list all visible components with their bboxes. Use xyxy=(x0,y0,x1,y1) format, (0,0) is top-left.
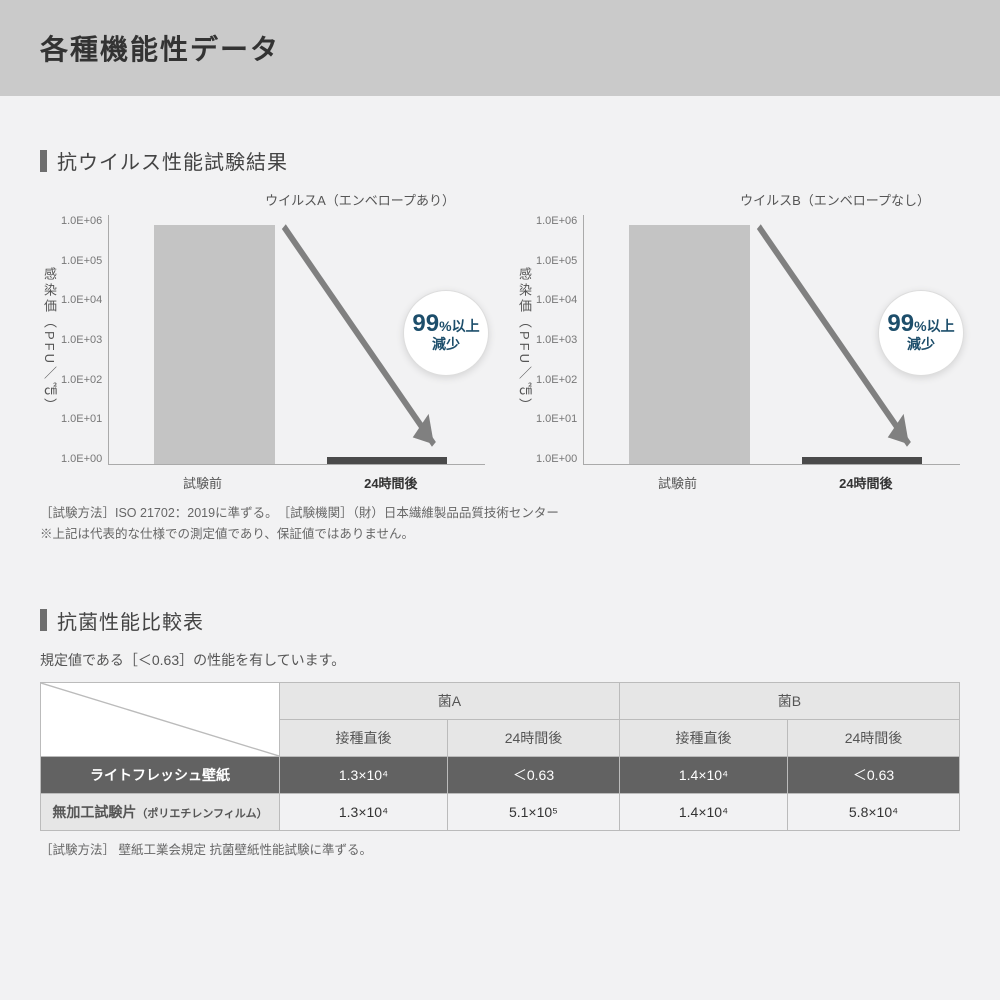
table-cell: 5.1×10⁵ xyxy=(448,793,620,830)
table-body: ライトフレッシュ壁紙1.3×10⁴＜0.631.4×10⁴＜0.63無加工試験片… xyxy=(41,756,960,830)
table-corner xyxy=(41,682,280,756)
badge-line1: 99%以上 xyxy=(887,312,954,336)
y-tick: 1.0E+03 xyxy=(61,334,102,346)
plot-box: 99%以上減少 xyxy=(583,215,960,465)
charts-row: ウイルスA（エンベロープあり）感染価（PFU／㎠）1.0E+061.0E+051… xyxy=(40,190,960,495)
badge-line1: 99%以上 xyxy=(412,312,479,336)
y-tick: 1.0E+06 xyxy=(536,215,577,227)
footnote-line2: ※上記は代表的な仕様での測定値であり、保証値ではありません。 xyxy=(40,524,960,545)
section2-title: 抗菌性能比較表 xyxy=(40,606,960,635)
y-tick: 1.0E+00 xyxy=(536,453,577,465)
col-group-b: 菌B xyxy=(619,682,959,719)
y-tick: 1.0E+01 xyxy=(61,413,102,425)
table-cell: ＜0.63 xyxy=(448,756,620,793)
y-tick: 1.0E+04 xyxy=(61,294,102,306)
table-cell: 1.4×10⁴ xyxy=(619,793,787,830)
page-title: 各種機能性データ xyxy=(0,0,1000,96)
y-tick: 1.0E+05 xyxy=(536,255,577,267)
y-ticks: 1.0E+06 1.0E+05 1.0E+04 1.0E+03 1.0E+02 1.0E+… xyxy=(536,215,583,495)
comparison-table: 菌A 菌B 接種直後 24時間後 接種直後 24時間後 ライトフレッシュ壁紙1.… xyxy=(40,682,960,831)
y-tick: 1.0E+02 xyxy=(536,374,577,386)
row-name: ライトフレッシュ壁紙 xyxy=(41,756,280,793)
table-cell: 1.3×10⁴ xyxy=(279,793,447,830)
chart-area: 感染価（PFU／㎠）1.0E+061.0E+051.0E+041.0E+031.… xyxy=(515,215,960,495)
y-tick: 1.0E+03 xyxy=(536,334,577,346)
col-group-a: 菌A xyxy=(279,682,619,719)
table-row: ライトフレッシュ壁紙1.3×10⁴＜0.631.4×10⁴＜0.63 xyxy=(41,756,960,793)
table-cell: 1.4×10⁴ xyxy=(619,756,787,793)
x-label-after: 24時間後 xyxy=(772,465,960,495)
y-tick: 1.0E+00 xyxy=(61,453,102,465)
section2-subtext: 規定値である［＜0.63］の性能を有しています。 xyxy=(40,650,960,670)
chart-block-1: ウイルスB（エンベロープなし）感染価（PFU／㎠）1.0E+061.0E+051… xyxy=(515,190,960,495)
chart-title: ウイルスA（エンベロープあり） xyxy=(40,190,485,209)
x-labels: 試験前24時間後 xyxy=(583,465,960,495)
reduction-badge: 99%以上減少 xyxy=(878,290,964,376)
section2-footnote: ［試験方法］ 壁紙工業会規定 抗菌壁紙性能試験に準ずる。 xyxy=(40,839,960,858)
y-tick: 1.0E+01 xyxy=(536,413,577,425)
subcol-0: 接種直後 xyxy=(279,719,447,756)
y-axis-label: 感染価（PFU／㎠） xyxy=(515,215,536,495)
y-tick: 1.0E+05 xyxy=(61,255,102,267)
subcol-3: 24時間後 xyxy=(788,719,960,756)
table-cell: ＜0.63 xyxy=(788,756,960,793)
table-cell: 1.3×10⁴ xyxy=(279,756,447,793)
row-name: 無加工試験片（ポリエチレンフィルム） xyxy=(41,793,280,830)
bar-before xyxy=(154,225,274,464)
subcol-1: 24時間後 xyxy=(448,719,620,756)
plot: 99%以上減少試験前24時間後 xyxy=(108,215,485,495)
bar-after xyxy=(327,457,447,464)
plot-box: 99%以上減少 xyxy=(108,215,485,465)
chart-block-0: ウイルスA（エンベロープあり）感染価（PFU／㎠）1.0E+061.0E+051… xyxy=(40,190,485,495)
y-ticks: 1.0E+06 1.0E+05 1.0E+04 1.0E+03 1.0E+02 1.0E+… xyxy=(61,215,108,495)
chart-title: ウイルスB（エンベロープなし） xyxy=(515,190,960,209)
table-row: 無加工試験片（ポリエチレンフィルム）1.3×10⁴5.1×10⁵1.4×10⁴5… xyxy=(41,793,960,830)
plot: 99%以上減少試験前24時間後 xyxy=(583,215,960,495)
content-area: 抗ウイルス性能試験結果 ウイルスA（エンベロープあり）感染価（PFU／㎠）1.0… xyxy=(0,96,1000,888)
badge-line2: 減少 xyxy=(907,336,935,353)
bar-after xyxy=(802,457,922,464)
bar-before xyxy=(629,225,749,464)
badge-line2: 減少 xyxy=(432,336,460,353)
y-tick: 1.0E+06 xyxy=(61,215,102,227)
chart-area: 感染価（PFU／㎠）1.0E+061.0E+051.0E+041.0E+031.… xyxy=(40,215,485,495)
table-cell: 5.8×10⁴ xyxy=(788,793,960,830)
y-tick: 1.0E+04 xyxy=(536,294,577,306)
x-label-after: 24時間後 xyxy=(297,465,485,495)
footnote-line1: ［試験方法］ISO 21702：2019に準ずる。 ［試験機関］（財）日本繊維製… xyxy=(40,503,960,524)
subcol-2: 接種直後 xyxy=(619,719,787,756)
x-label-before: 試験前 xyxy=(108,465,296,495)
section1-title: 抗ウイルス性能試験結果 xyxy=(40,146,960,175)
reduction-badge: 99%以上減少 xyxy=(403,290,489,376)
y-axis-label: 感染価（PFU／㎠） xyxy=(40,215,61,495)
y-tick: 1.0E+02 xyxy=(61,374,102,386)
x-label-before: 試験前 xyxy=(583,465,771,495)
x-labels: 試験前24時間後 xyxy=(108,465,485,495)
section1-footnote: ［試験方法］ISO 21702：2019に準ずる。 ［試験機関］（財）日本繊維製… xyxy=(40,503,960,546)
